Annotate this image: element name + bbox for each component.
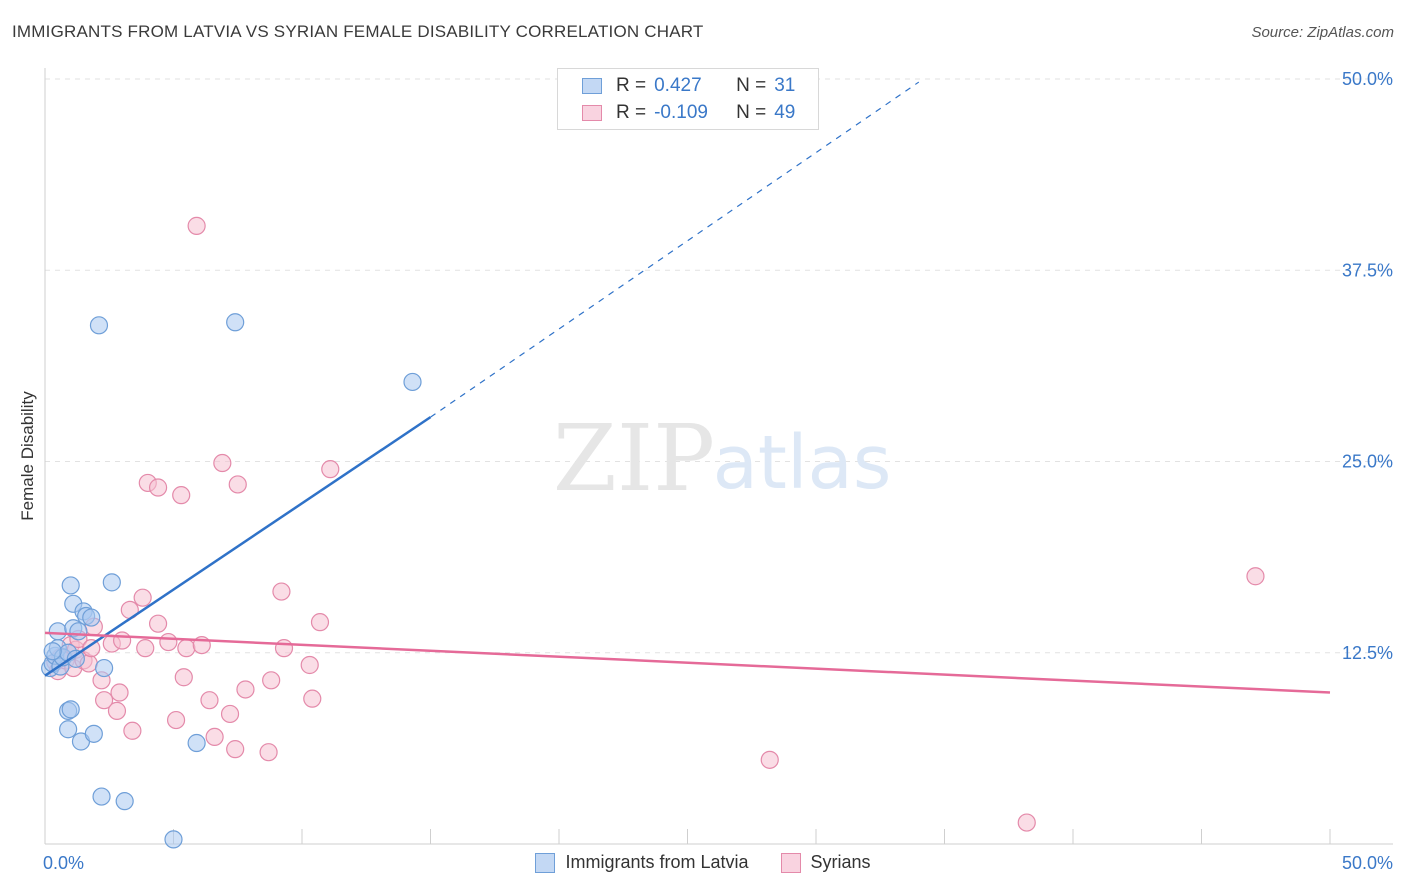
legend-n-value: 49 bbox=[774, 102, 796, 123]
data-point bbox=[200, 691, 219, 710]
data-point bbox=[1017, 813, 1036, 832]
data-points bbox=[41, 216, 1265, 849]
data-point bbox=[172, 486, 191, 505]
data-point bbox=[213, 453, 232, 473]
legend-n-label: N = bbox=[736, 75, 767, 96]
data-point bbox=[262, 671, 281, 690]
legend-r-label: R = bbox=[616, 102, 647, 123]
data-point bbox=[148, 614, 168, 633]
data-point bbox=[61, 700, 80, 719]
y-tick-label: 12.5% bbox=[1342, 643, 1393, 663]
legend-swatch-syrians bbox=[780, 852, 801, 873]
data-point bbox=[159, 632, 178, 652]
data-point bbox=[220, 704, 240, 724]
data-point bbox=[177, 639, 196, 658]
data-point bbox=[272, 582, 291, 601]
data-point bbox=[82, 639, 101, 658]
data-point bbox=[92, 787, 111, 806]
data-point bbox=[226, 740, 245, 759]
data-point bbox=[48, 622, 67, 641]
data-point bbox=[303, 689, 322, 708]
data-point bbox=[236, 680, 255, 699]
trend-line-latvia bbox=[44, 416, 432, 677]
data-point bbox=[112, 631, 132, 650]
series-legend: Immigrants from Latvia Syrians bbox=[0, 852, 1406, 873]
watermark-atlas: atlas bbox=[713, 420, 892, 506]
data-point bbox=[107, 701, 127, 720]
y-tick-label: 25.0% bbox=[1342, 452, 1393, 472]
data-point bbox=[110, 683, 129, 702]
legend-item-latvia[interactable]: Immigrants from Latvia bbox=[535, 852, 749, 873]
data-point bbox=[133, 588, 152, 607]
x-tick-label: 50.0% bbox=[1342, 853, 1393, 873]
data-point bbox=[226, 313, 245, 332]
tick-labels: 12.5% 25.0% 37.5% 50.0% 0.0% 50.0% bbox=[43, 69, 1393, 873]
data-point bbox=[166, 710, 186, 730]
legend-swatch-syrians bbox=[582, 105, 602, 121]
watermark-zip: ZIP bbox=[553, 405, 715, 512]
data-point bbox=[123, 721, 142, 740]
data-point bbox=[205, 727, 224, 747]
data-point bbox=[95, 658, 114, 678]
legend-label-syrians: Syrians bbox=[810, 852, 871, 872]
y-tick-label: 37.5% bbox=[1342, 260, 1393, 280]
legend-r-value: -0.109 bbox=[654, 102, 708, 123]
legend-r-label: R = bbox=[616, 75, 647, 96]
data-point bbox=[43, 642, 62, 661]
legend-r-value: 0.427 bbox=[654, 75, 702, 96]
data-point bbox=[259, 743, 278, 762]
legend-row-latvia: R = 0.427 N = 31 bbox=[582, 74, 813, 98]
data-point bbox=[187, 216, 206, 235]
data-point bbox=[321, 460, 340, 479]
legend-swatch-latvia bbox=[582, 78, 602, 94]
legend-swatch-latvia bbox=[535, 852, 556, 873]
data-point bbox=[148, 478, 168, 497]
data-point bbox=[300, 655, 319, 675]
data-point bbox=[228, 475, 247, 494]
watermark: ZIP atlas bbox=[553, 405, 892, 512]
data-point bbox=[1246, 567, 1265, 586]
legend-row-syrians: R = -0.109 N = 49 bbox=[582, 101, 813, 125]
data-point bbox=[102, 573, 121, 592]
gridlines bbox=[45, 78, 1393, 654]
trend-line-syrians bbox=[44, 631, 1331, 694]
trend-lines bbox=[44, 81, 1331, 694]
chart-title: IMMIGRANTS FROM LATVIA VS SYRIAN FEMALE … bbox=[12, 22, 704, 41]
data-point bbox=[84, 724, 103, 743]
data-point bbox=[115, 792, 134, 811]
legend-n-value: 31 bbox=[774, 75, 796, 96]
data-point bbox=[59, 720, 78, 739]
data-point bbox=[760, 750, 779, 769]
y-tick-label: 50.0% bbox=[1342, 69, 1393, 89]
data-point bbox=[61, 576, 80, 595]
stats-legend: R = 0.427 N = 31 R = -0.109 N = 49 bbox=[557, 68, 819, 130]
legend-n-label: N = bbox=[736, 102, 767, 123]
trend-line-latvia-extension bbox=[430, 81, 920, 418]
data-point bbox=[136, 639, 155, 658]
data-point bbox=[82, 608, 101, 627]
data-point bbox=[66, 649, 85, 668]
legend-item-syrians[interactable]: Syrians bbox=[780, 852, 871, 873]
data-point bbox=[310, 613, 330, 632]
data-point bbox=[164, 830, 183, 849]
x-tick-label: 0.0% bbox=[43, 853, 84, 873]
data-point bbox=[403, 372, 422, 392]
data-point bbox=[95, 691, 114, 710]
data-point bbox=[69, 622, 88, 641]
data-point bbox=[174, 668, 193, 687]
data-point bbox=[187, 733, 206, 753]
source-credit: Source: ZipAtlas.com bbox=[1251, 24, 1394, 41]
data-point bbox=[274, 639, 294, 658]
data-point bbox=[89, 316, 109, 335]
legend-label-latvia: Immigrants from Latvia bbox=[565, 852, 749, 872]
